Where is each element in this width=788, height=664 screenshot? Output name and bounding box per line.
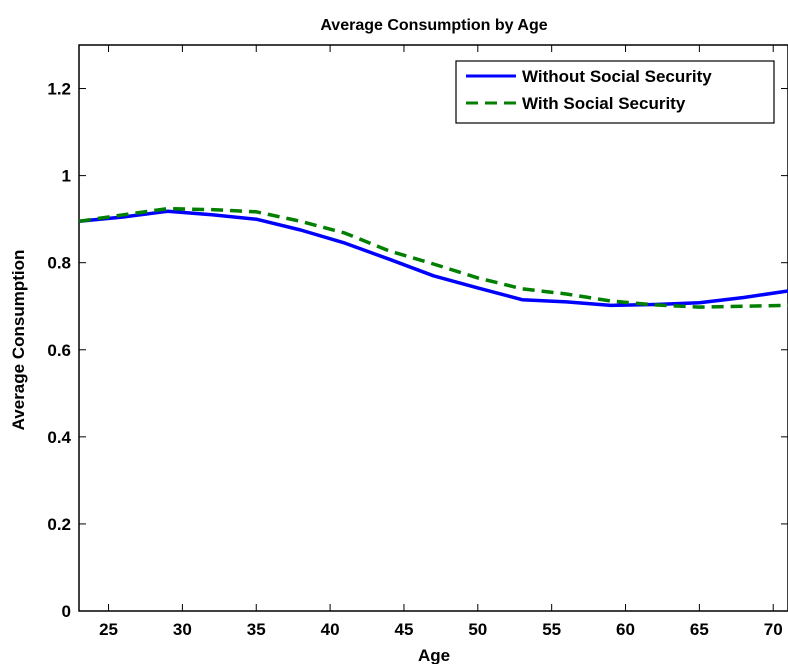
y-tick-label-1.2: 1.2	[47, 80, 71, 99]
y-tick-label-0: 0	[62, 602, 71, 621]
x-tick-label-50: 50	[468, 620, 487, 639]
chart-title: Average Consumption by Age	[320, 17, 547, 34]
y-tick-label-0.4: 0.4	[47, 428, 71, 447]
plot-area-frame	[78, 44, 788, 612]
series-line-0	[78, 209, 788, 308]
y-tick-label-1: 1	[62, 167, 71, 186]
legend-label-without-social-security: Without Social Security	[522, 67, 712, 86]
axis-ticks: 25 30 35 40 45 50 55 60 65 70 0 0.2 0.4 0.6 0.8 1 1.2	[47, 45, 788, 639]
y-tick-label-0.8: 0.8	[47, 254, 71, 273]
x-tick-label-55: 55	[542, 620, 561, 639]
x-tick-label-35: 35	[247, 620, 266, 639]
series-line-1	[78, 206, 788, 309]
x-tick-label-45: 45	[394, 620, 413, 639]
x-tick-label-70: 70	[764, 620, 783, 639]
legend-box	[455, 60, 775, 124]
y-tick-label-0.2: 0.2	[47, 515, 71, 534]
series-lines	[78, 206, 788, 309]
x-tick-label-40: 40	[321, 620, 340, 639]
x-tick-label-65: 65	[690, 620, 709, 639]
x-axis-label: Age	[418, 646, 450, 664]
x-tick-label-25: 25	[99, 620, 118, 639]
legend-label-with-social-security: With Social Security	[522, 94, 686, 113]
y-tick-label-0.6: 0.6	[47, 341, 71, 360]
y-axis-label: Average Consumption	[9, 250, 28, 431]
x-tick-label-30: 30	[173, 620, 192, 639]
x-tick-label-60: 60	[616, 620, 635, 639]
legend: Without Social Security With Social Secu…	[455, 60, 775, 124]
